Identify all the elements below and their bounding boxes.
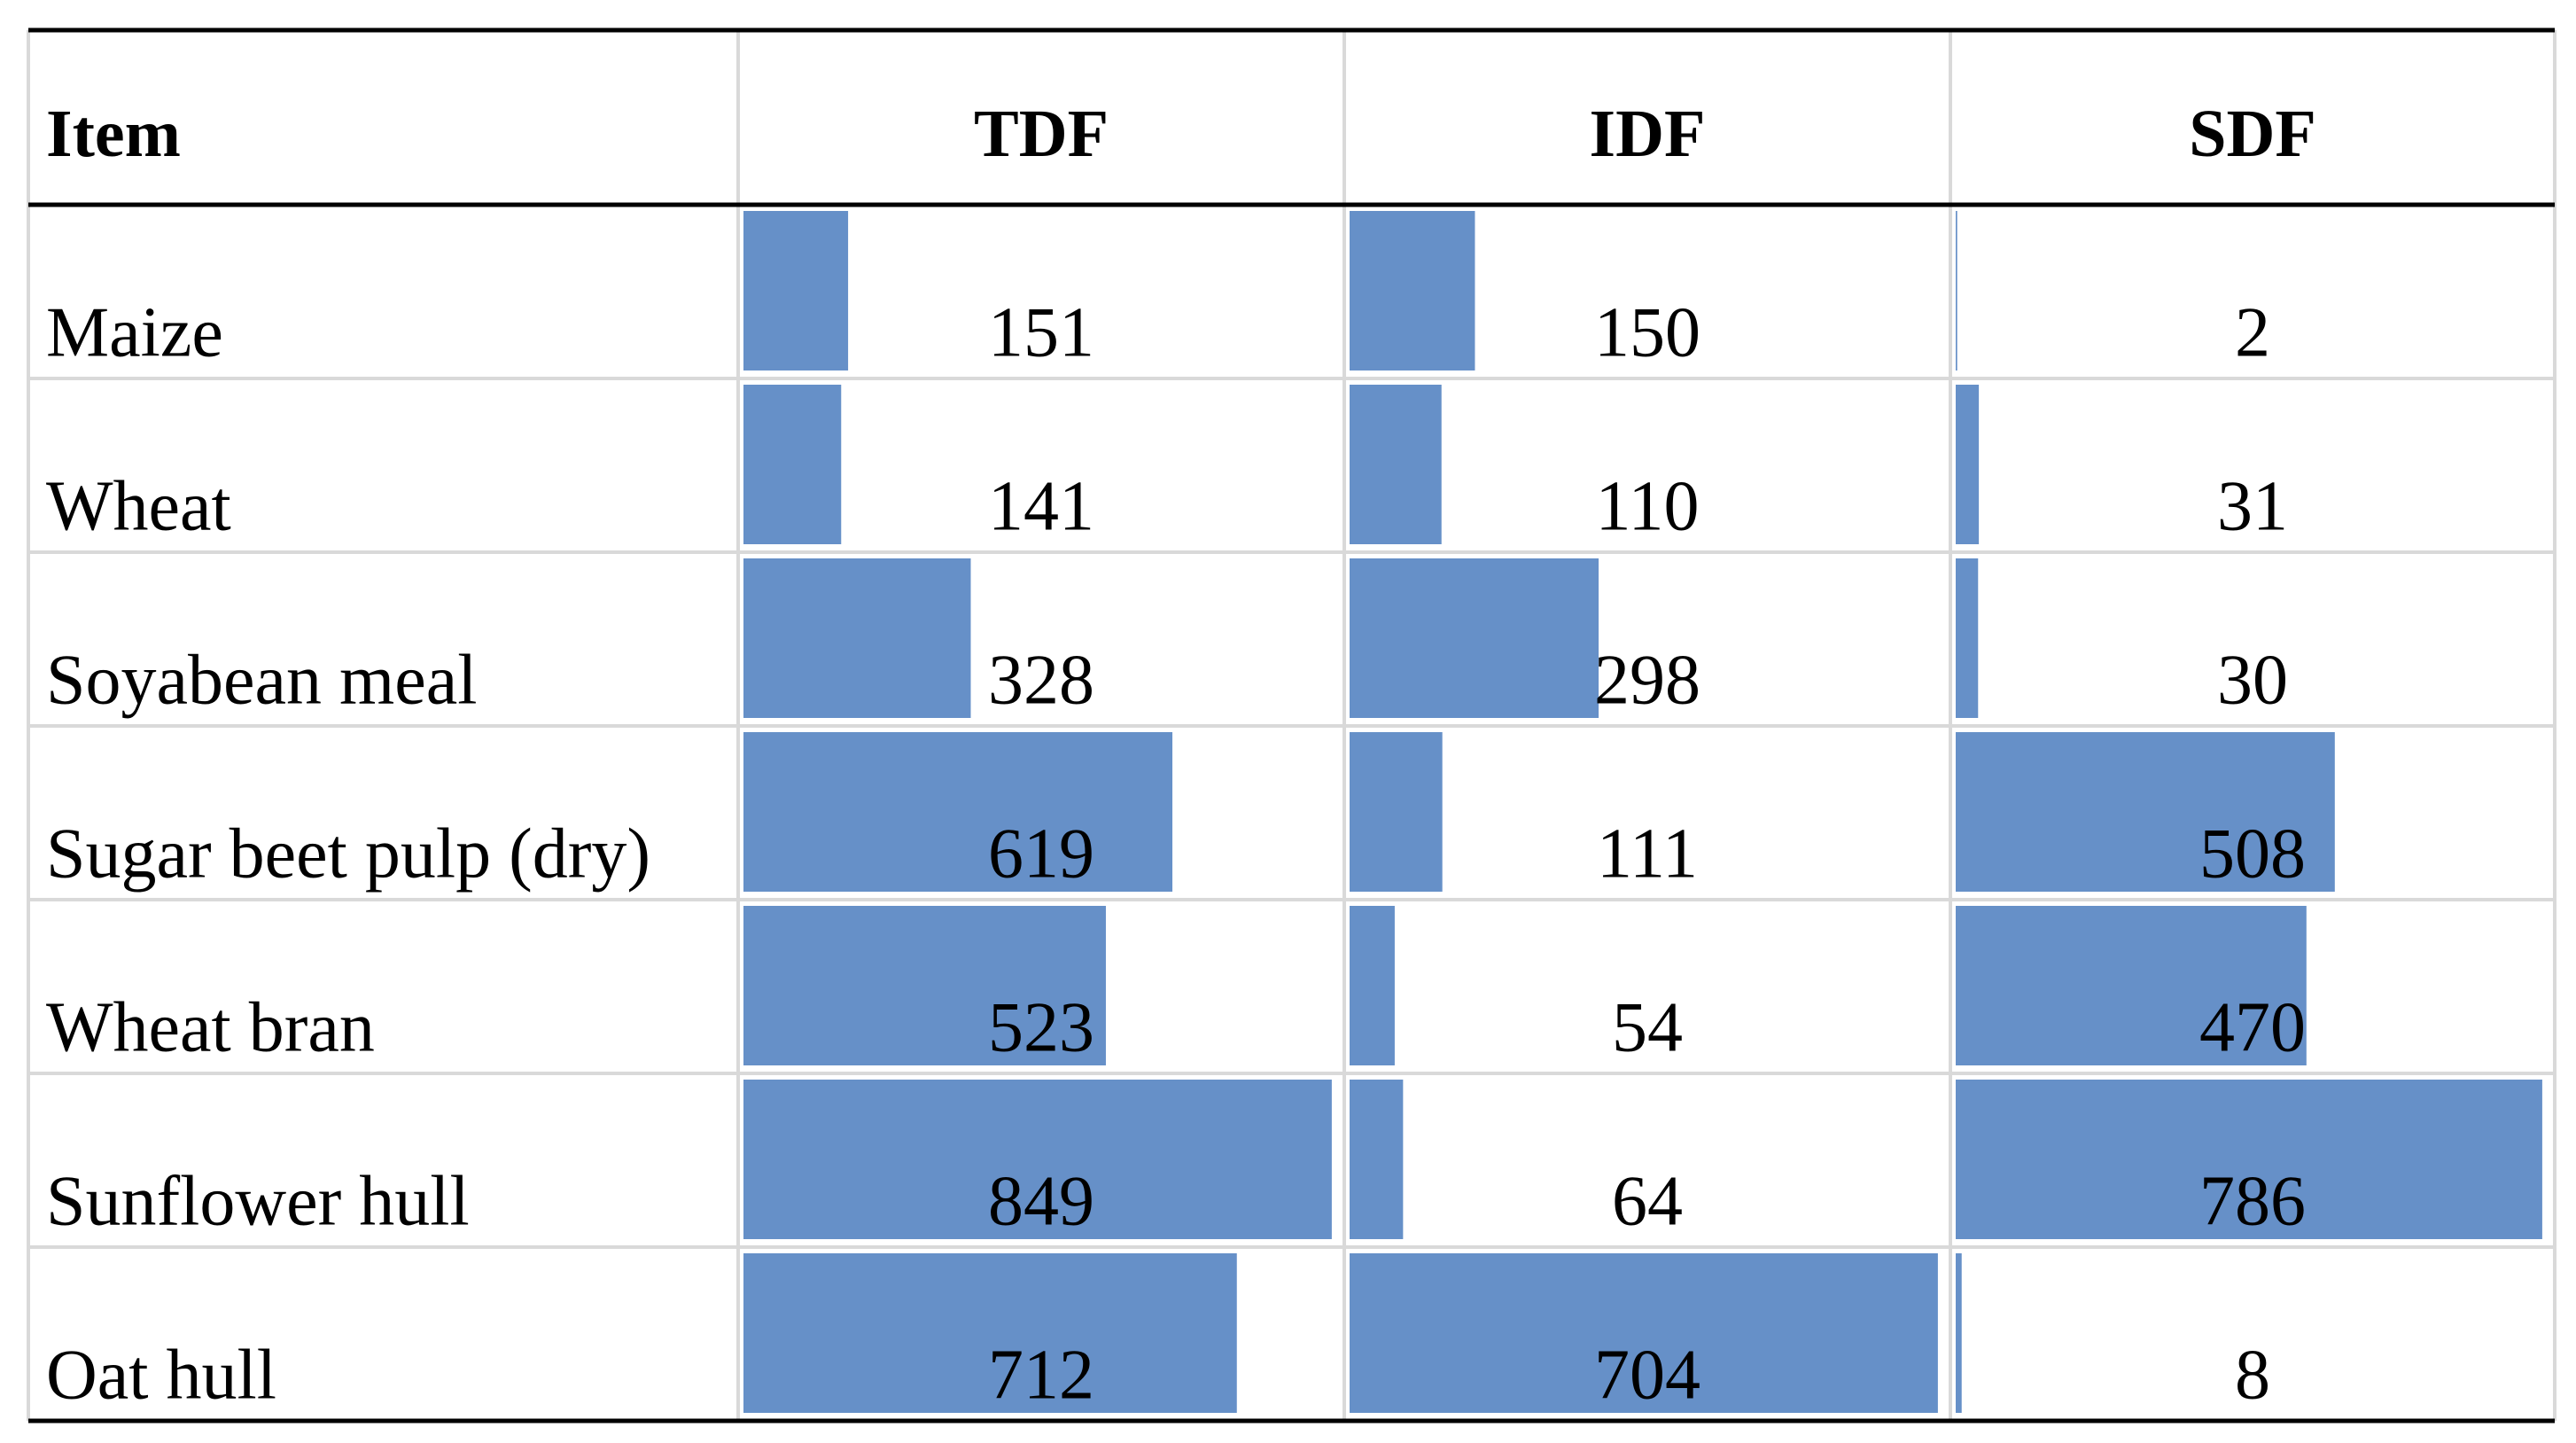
- row-label: Sunflower hull: [46, 1163, 470, 1241]
- data-bar: [1350, 906, 1395, 1065]
- cell-value: 111: [1597, 815, 1698, 893]
- data-bar: [1350, 732, 1443, 892]
- row-label: Wheat bran: [46, 989, 375, 1067]
- cell-value: 508: [2199, 815, 2306, 893]
- data-bar: [743, 385, 842, 544]
- cell-value: 141: [988, 468, 1094, 546]
- column-header: IDF: [1590, 97, 1706, 171]
- data-bar: [1956, 732, 2335, 892]
- data-bar: [1956, 906, 2307, 1065]
- cell-value: 849: [988, 1163, 1094, 1241]
- cell-value: 470: [2199, 989, 2306, 1067]
- data-bar: [1350, 211, 1475, 370]
- row-label: Oat hull: [46, 1337, 276, 1415]
- cell-value: 110: [1595, 468, 1699, 546]
- data-bar: [743, 211, 849, 370]
- cell-value: 30: [2217, 642, 2288, 720]
- cell-value: 2: [2235, 294, 2270, 372]
- cell-value: 786: [2199, 1163, 2306, 1241]
- column-header: SDF: [2189, 97, 2316, 171]
- data-bar: [1956, 558, 1979, 718]
- cell-value: 31: [2217, 468, 2288, 546]
- column-header: TDF: [974, 97, 1109, 171]
- data-bar: [1350, 385, 1442, 544]
- data-bar: [1956, 1080, 2542, 1239]
- cell-value: 54: [1612, 989, 1683, 1067]
- data-bar: [1956, 1253, 1962, 1413]
- data-bar: [1956, 211, 1957, 370]
- row-label: Maize: [46, 294, 223, 372]
- data-bar: [743, 906, 1106, 1065]
- cell-value: 8: [2235, 1337, 2270, 1415]
- cell-value: 150: [1594, 294, 1700, 372]
- cell-value: 64: [1612, 1163, 1683, 1241]
- cell-value: 712: [988, 1337, 1094, 1415]
- data-bar: [1956, 385, 1980, 544]
- data-bar: [743, 732, 1173, 892]
- data-bar: [1350, 1253, 1938, 1413]
- data-bar: [743, 1253, 1237, 1413]
- data-bar: [1350, 1080, 1404, 1239]
- data-bar: [1350, 558, 1599, 718]
- cell-value: 151: [988, 294, 1094, 372]
- data-bar: [743, 1080, 1332, 1239]
- row-label: Wheat: [46, 468, 231, 546]
- data-bar: [743, 558, 971, 718]
- column-header: Item: [46, 97, 181, 171]
- cell-value: 328: [988, 642, 1094, 720]
- cell-value: 704: [1594, 1337, 1700, 1415]
- row-label: Sugar beet pulp (dry): [46, 815, 650, 893]
- cell-value: 619: [988, 815, 1094, 893]
- cell-value: 298: [1594, 642, 1700, 720]
- cell-value: 523: [988, 989, 1094, 1067]
- row-label: Soyabean meal: [46, 642, 477, 720]
